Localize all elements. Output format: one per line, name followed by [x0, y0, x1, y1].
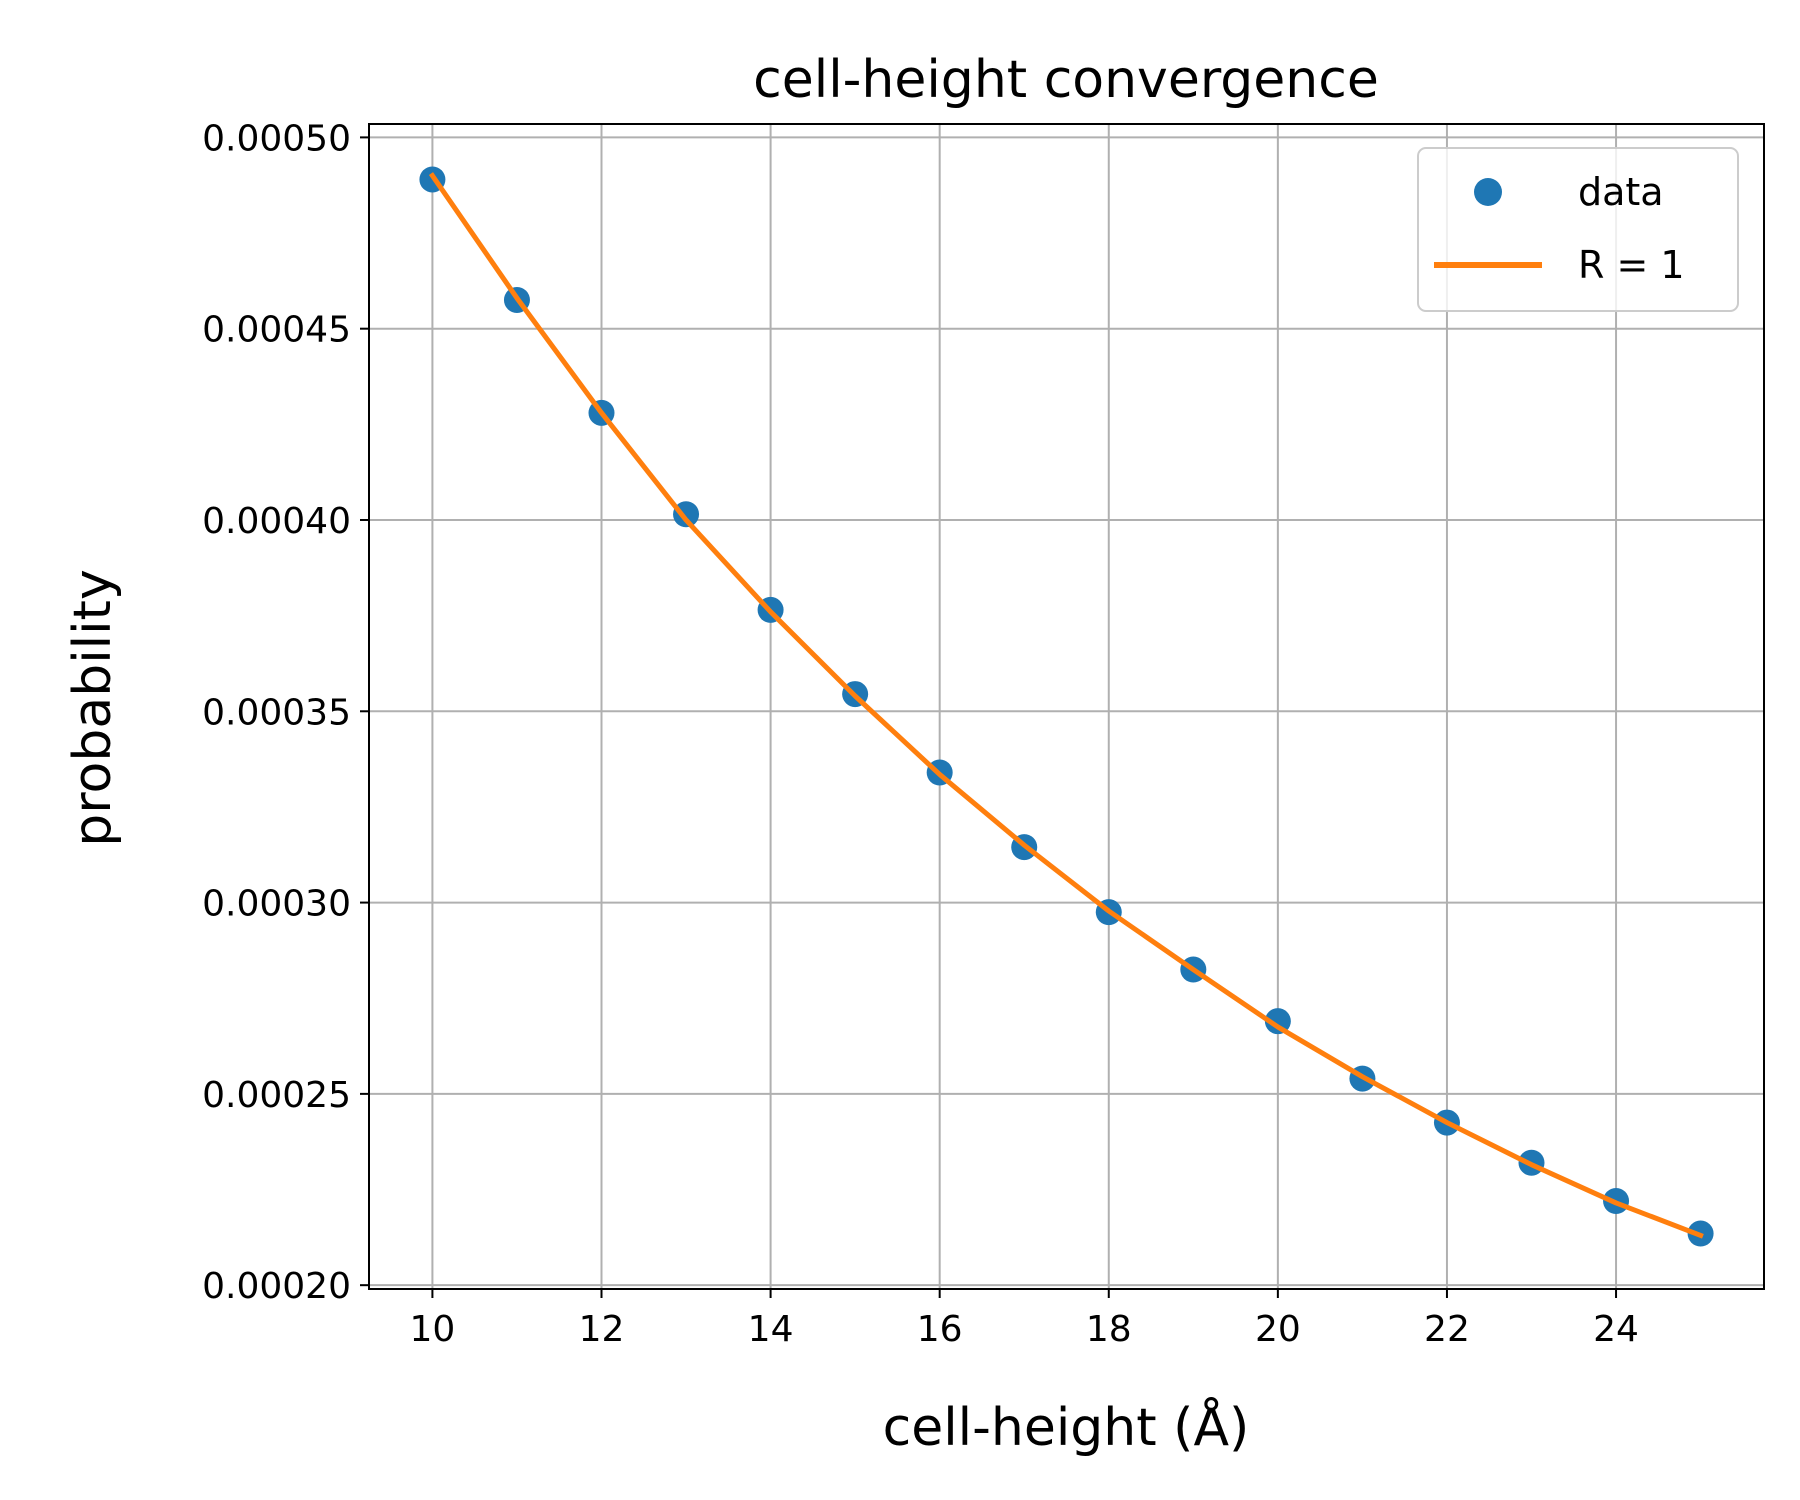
legend-label-fit: R = 1: [1578, 243, 1685, 287]
y-tick-label: 0.00035: [202, 692, 351, 733]
x-tick-label: 16: [917, 1309, 963, 1350]
series-layer: [419, 166, 1714, 1247]
x-tick-label: 12: [579, 1309, 625, 1350]
y-tick-label: 0.00040: [202, 501, 351, 542]
x-tick-label: 22: [1424, 1309, 1470, 1350]
x-tick-label: 24: [1593, 1309, 1639, 1350]
y-tick-label: 0.00050: [202, 118, 351, 159]
legend-label-data: data: [1578, 170, 1664, 214]
x-tick-label: 20: [1255, 1309, 1301, 1350]
legend-marker-data: [1474, 178, 1502, 206]
y-tick-label: 0.00020: [202, 1266, 351, 1307]
y-tick-label: 0.00025: [202, 1075, 351, 1116]
grid: [369, 124, 1764, 1289]
data-point: [1264, 1008, 1291, 1035]
y-axis-title: probability: [63, 569, 123, 846]
plot-frame: [368, 123, 1765, 1290]
axis-ticks: 10 12 14 16 18 20 22 24 0.00020 0.00025 0.00030 0.0…: [202, 118, 1639, 1350]
y-tick-label: 0.00045: [202, 310, 351, 351]
y-tick-label: 0.00030: [202, 884, 351, 925]
x-tick-label: 14: [748, 1309, 794, 1350]
x-axis-title: cell-height (Å): [883, 1396, 1250, 1458]
chart-title: cell-height convergence: [753, 50, 1379, 110]
x-tick-label: 18: [1086, 1309, 1132, 1350]
x-tick-label: 10: [410, 1309, 456, 1350]
fit-line: [428, 172, 1704, 1239]
legend: data R = 1: [1417, 147, 1739, 312]
